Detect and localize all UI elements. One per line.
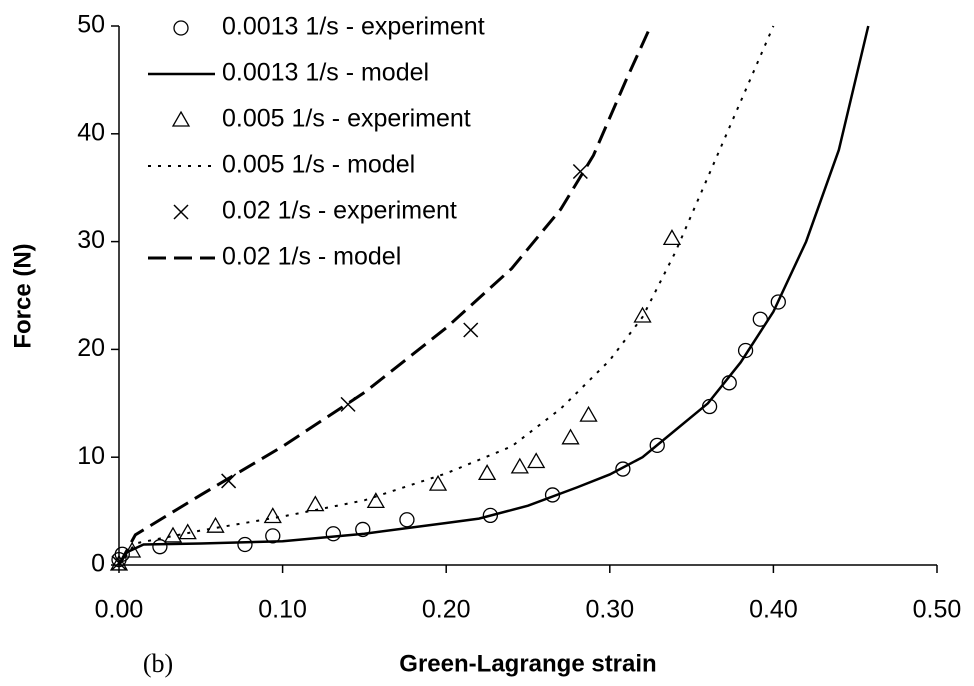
data-point xyxy=(633,306,652,323)
model-line xyxy=(117,25,870,566)
x-tick-label: 0.40 xyxy=(749,596,798,624)
legend-symbol xyxy=(173,20,189,36)
x-axis-label: Green-Lagrange strain xyxy=(399,650,656,677)
x-tick-label: 0.50 xyxy=(913,596,962,624)
y-tick-label: 40 xyxy=(77,118,105,146)
data-point xyxy=(206,516,225,533)
data-point xyxy=(152,539,168,555)
x-tick-label: 0.30 xyxy=(585,596,634,624)
x-tick-label: 0.10 xyxy=(258,596,307,624)
legend-label: 0.0013 1/s - model xyxy=(222,59,429,87)
x-tick-label: 0.00 xyxy=(95,596,144,624)
legend-label: 0.02 1/s - experiment xyxy=(222,197,457,225)
data-point xyxy=(482,507,499,524)
legend-label: 0.02 1/s - model xyxy=(222,243,401,271)
x-tick-label: 0.20 xyxy=(422,596,471,624)
legend-label: 0.005 1/s - model xyxy=(222,151,415,179)
data-point xyxy=(178,523,197,540)
model-line xyxy=(117,25,653,566)
data-point xyxy=(163,526,183,543)
data-point xyxy=(306,495,325,512)
data-point xyxy=(265,528,281,544)
data-point xyxy=(399,512,415,528)
data-point xyxy=(355,521,371,538)
data-point xyxy=(477,464,497,481)
y-tick-label: 30 xyxy=(77,226,105,254)
data-point xyxy=(325,526,341,542)
legend-symbol xyxy=(171,110,191,127)
y-tick-label: 0 xyxy=(91,550,105,578)
data-point xyxy=(737,342,754,359)
data-point xyxy=(221,473,237,489)
annotation: (b) xyxy=(143,649,173,678)
legend-symbol xyxy=(173,204,189,220)
y-tick-label: 50 xyxy=(77,11,105,39)
data-point xyxy=(366,492,385,509)
legend-label: 0.005 1/s - experiment xyxy=(222,105,471,133)
data-point xyxy=(527,452,546,469)
data-point xyxy=(237,536,253,553)
data-point xyxy=(510,457,529,474)
data-point xyxy=(770,294,786,310)
data-point xyxy=(649,437,665,453)
data-point xyxy=(463,322,479,338)
y-tick-label: 10 xyxy=(77,442,105,470)
data-point xyxy=(263,507,282,524)
data-point xyxy=(428,474,448,491)
legend-label: 0.0013 1/s - experiment xyxy=(222,13,485,41)
data-point xyxy=(561,428,580,445)
y-axis-label: Force (N) xyxy=(9,243,36,348)
data-point xyxy=(662,229,682,246)
data-point xyxy=(109,554,129,571)
y-tick-label: 20 xyxy=(77,334,105,362)
data-point xyxy=(615,461,631,477)
data-point xyxy=(572,163,588,180)
data-point xyxy=(579,405,598,422)
